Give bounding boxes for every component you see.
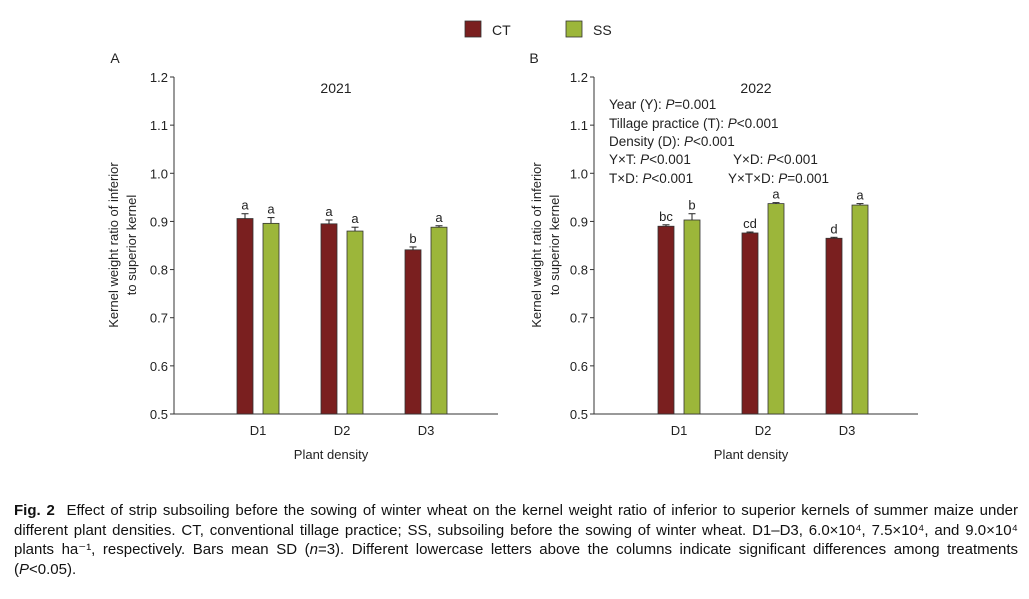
x-tick-label: D2: [334, 423, 351, 438]
panel-b: B 2022 0.5 0.6 0.7 0.8 0.9 1.0 1.1 1.2 Kernel weig…: [529, 50, 918, 462]
significance-letter: a: [435, 210, 443, 225]
caption-text-1: Effect of strip subsoiling before the so…: [14, 502, 1018, 558]
y-tick-label: 1.1: [150, 118, 168, 133]
bar-ss: [851, 204, 869, 415]
y-tick-label: 0.6: [570, 359, 588, 374]
y-tick-label: 0.6: [150, 359, 168, 374]
y-tick-label: 1.0: [570, 166, 588, 181]
legend-label-ss: SS: [593, 22, 612, 38]
stat-annotation: T×D: P<0.001: [609, 171, 693, 186]
y-tick-label: 0.5: [150, 407, 168, 422]
panel-a: A 2021 0.5 0.6 0.7 0.8 0.9 1.0 1.1 1.2 Kernel weig…: [106, 50, 498, 462]
stat-annotation: Y×D: P<0.001: [733, 152, 818, 167]
x-tick-label: D3: [418, 423, 435, 438]
significance-letter: a: [351, 211, 359, 226]
y-axis-label: Kernel weight ratio of inferior: [106, 162, 121, 328]
stat-annotation: Density (D): P<0.001: [609, 134, 735, 149]
y-tick-label: 1.0: [150, 166, 168, 181]
bar-ss: [262, 222, 280, 415]
significance-letter: b: [688, 198, 695, 213]
caption-text-2: =3). Different lowercase letters above t…: [14, 541, 1018, 578]
y-tick-label: 0.8: [150, 263, 168, 278]
significance-letter: a: [325, 204, 333, 219]
significance-letter: a: [241, 198, 249, 213]
y-tick-label: 0.5: [570, 407, 588, 422]
x-tick-label: D1: [250, 423, 267, 438]
bar-ct: [825, 237, 843, 415]
caption-fig-label: Fig. 2: [14, 502, 55, 519]
x-axis-label: Plant density: [294, 447, 369, 462]
y-axis-label: to superior kernel: [124, 195, 139, 296]
y-tick-label: 1.2: [150, 70, 168, 85]
y-axis-label: Kernel weight ratio of inferior: [529, 162, 544, 328]
caption-n: n: [309, 541, 318, 558]
x-axis-label: Plant density: [714, 447, 789, 462]
bar-ss: [346, 230, 364, 415]
bar-ss: [430, 226, 448, 415]
y-axis-label: to superior kernel: [547, 195, 562, 296]
y-tick-label: 0.8: [570, 263, 588, 278]
caption-text-3: <0.05).: [29, 560, 77, 578]
panel-label: B: [529, 50, 538, 66]
significance-letter: a: [772, 187, 780, 202]
figure-canvas: CT SS A 2021 0.5 0.6 0.7 0.8 0.9 1.0 1.1 1.2 Kerne…: [106, 20, 918, 462]
bar-ss: [683, 219, 701, 415]
chart-title: 2021: [320, 80, 351, 96]
x-tick-label: D3: [839, 423, 856, 438]
y-tick-label: 1.2: [570, 70, 588, 85]
x-tick-label: D1: [671, 423, 688, 438]
legend-swatch-ct: [464, 20, 482, 38]
stat-annotation: Tillage practice (T): P<0.001: [609, 116, 778, 131]
stat-annotation: Year (Y): P=0.001: [609, 97, 716, 112]
significance-letter: a: [267, 202, 275, 217]
significance-letter: a: [856, 188, 864, 203]
significance-letter: d: [830, 221, 837, 236]
y-tick-label: 0.9: [150, 214, 168, 229]
panel-label: A: [110, 50, 120, 66]
significance-letter: bc: [659, 209, 673, 224]
chart-title: 2022: [740, 80, 771, 96]
y-tick-label: 0.7: [150, 311, 168, 326]
bar-ct: [657, 225, 675, 415]
bar-ct: [320, 223, 338, 415]
figure-caption: Fig. 2 Effect of strip subsoiling before…: [14, 501, 1018, 579]
legend-swatch-ss: [565, 20, 583, 38]
significance-letter: b: [409, 231, 416, 246]
y-tick-label: 0.7: [570, 311, 588, 326]
bar-ss: [767, 203, 785, 415]
bar-ct: [404, 249, 422, 415]
x-tick-label: D2: [755, 423, 772, 438]
caption-p: P: [19, 560, 30, 578]
y-tick-label: 0.9: [570, 214, 588, 229]
significance-letter: cd: [743, 216, 757, 231]
stat-annotation: Y×T×D: P=0.001: [728, 171, 829, 186]
stat-annotation: Y×T: P<0.001: [609, 152, 691, 167]
legend-label-ct: CT: [492, 22, 511, 38]
bar-ct: [741, 232, 759, 415]
y-tick-label: 1.1: [570, 118, 588, 133]
bar-ct: [236, 218, 254, 415]
legend: CT SS: [464, 20, 612, 38]
